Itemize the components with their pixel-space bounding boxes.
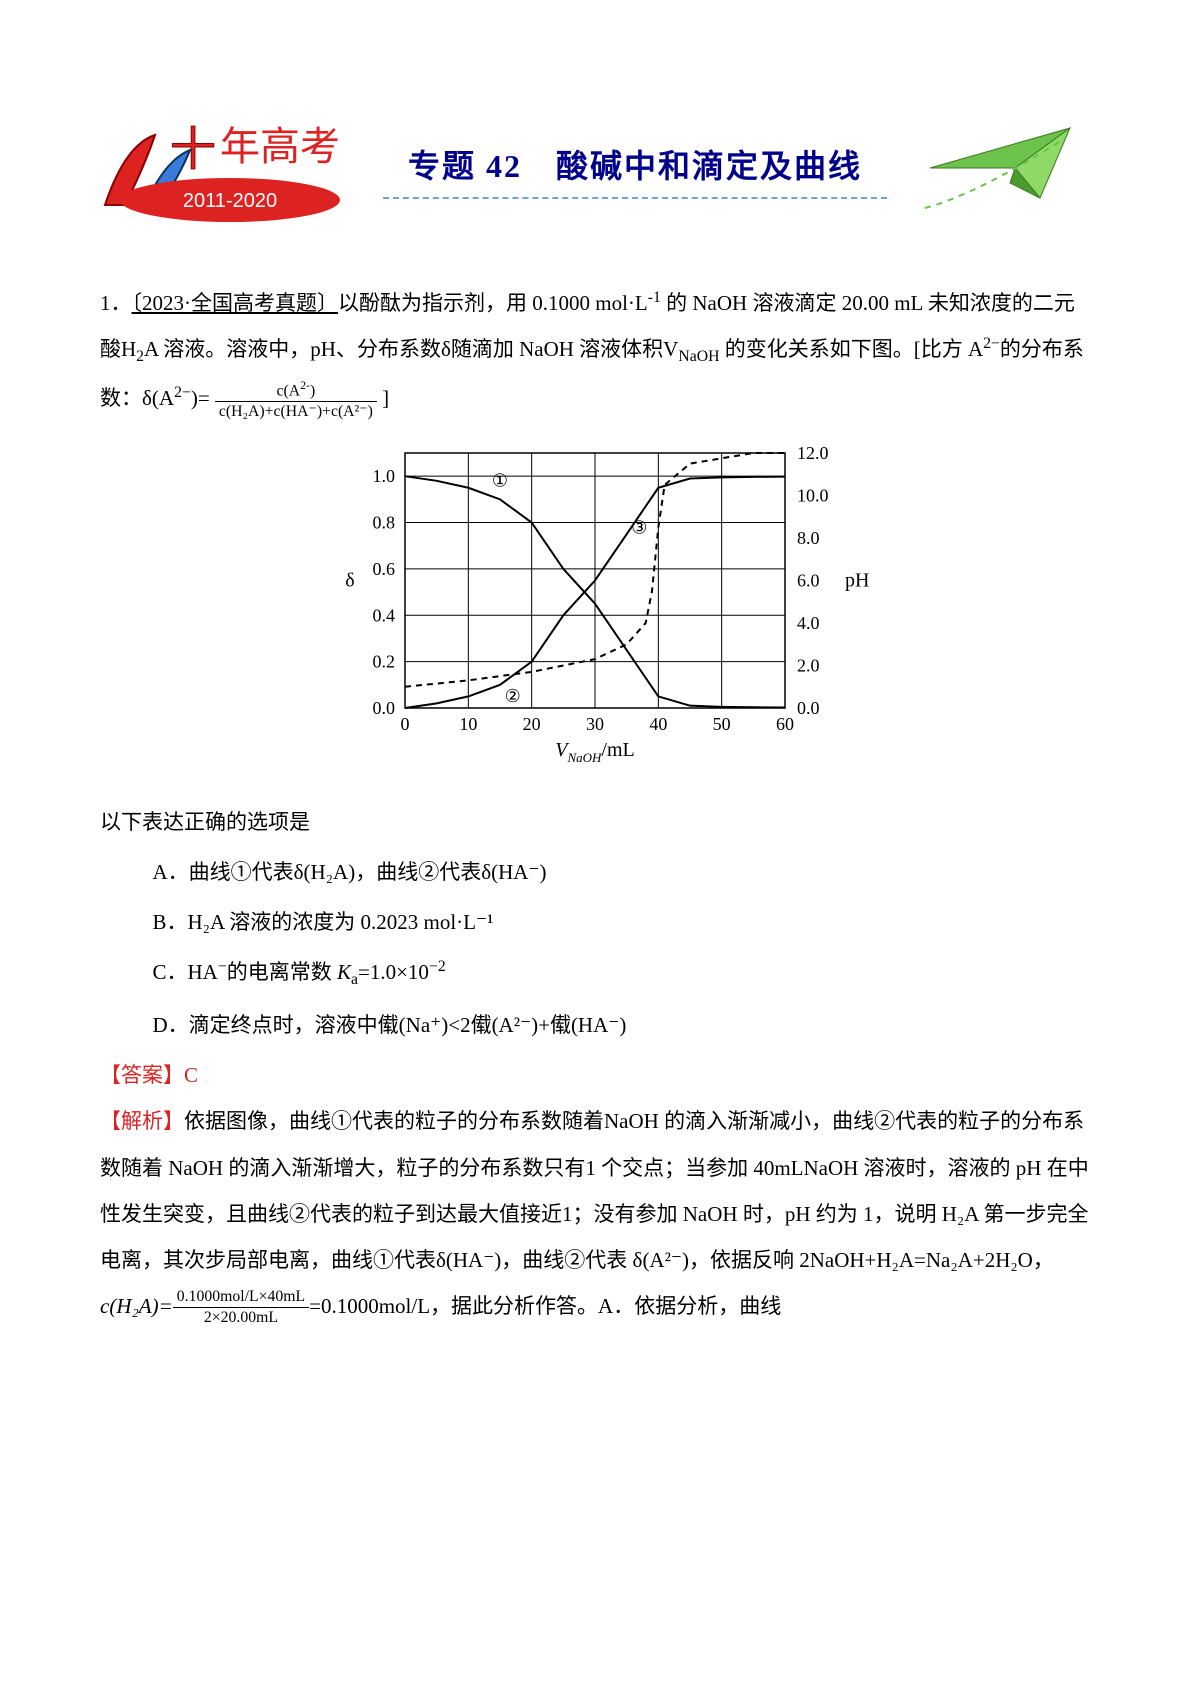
- svg-text:8.0: 8.0: [797, 528, 820, 548]
- analysis-eq-post: =0.1000mol/L，据此分析作答。A．依据分析，曲线: [309, 1294, 781, 1318]
- svg-text:1.0: 1.0: [373, 466, 396, 486]
- fraction: c(A2-) c(H₂A)+c(HA⁻)+c(A²⁻): [215, 378, 377, 423]
- logo-svg: 十 年高考 2011-2020: [100, 110, 360, 230]
- svg-text:60: 60: [776, 714, 794, 734]
- frac-num-sup: 2-: [300, 378, 310, 392]
- answer-value: C: [184, 1063, 198, 1087]
- svg-text:δ: δ: [345, 569, 354, 591]
- answer: 【答案】C: [100, 1052, 1090, 1098]
- question-prompt: 以下表达正确的选项是: [100, 799, 1090, 845]
- stem-text-1: 以酚酞为指示剂，用 0.1000 mol·L: [338, 291, 648, 315]
- frac-num-post: ): [310, 382, 315, 399]
- topic-title: 专题 42 酸碱中和滴定及曲线: [370, 141, 900, 187]
- titration-chart: ①②③01020304050600.00.20.40.60.81.00.02.0…: [315, 433, 875, 763]
- stem-text-3: A 溶液。溶液中，pH、分布系数δ随滴加 NaOH 溶液体积V: [144, 337, 678, 361]
- svg-text:0.8: 0.8: [373, 512, 396, 532]
- svg-text:4.0: 4.0: [797, 613, 820, 633]
- paper-plane-icon: [910, 113, 1090, 228]
- svg-text:pH: pH: [845, 569, 869, 591]
- svg-text:0.2: 0.2: [373, 651, 396, 671]
- svg-text:50: 50: [713, 714, 731, 734]
- stem-sub-2: NaOH: [678, 348, 719, 365]
- answer-label: 【答案】: [100, 1063, 184, 1087]
- svg-text:②: ②: [505, 685, 521, 705]
- chart: ①②③01020304050600.00.20.40.60.81.00.02.0…: [100, 433, 1090, 779]
- svg-text:0.6: 0.6: [373, 558, 396, 578]
- svg-text:10.0: 10.0: [797, 485, 829, 505]
- page: 十 年高考 2011-2020 专题 42 酸碱中和滴定及曲线 1．〔2023·…: [0, 0, 1190, 1389]
- analysis: 【解析】依据图像，曲线①代表的粒子的分布系数随着NaOH 的滴入渐渐减小，曲线②…: [100, 1098, 1090, 1329]
- svg-text:10: 10: [459, 714, 477, 734]
- option-c: C．HA−的电离常数 Ka=1.0×10−2: [153, 949, 1091, 998]
- title-underline: [383, 197, 887, 199]
- analysis-eq-pre: c(H₂A)=: [100, 1294, 173, 1318]
- svg-text:40: 40: [649, 714, 667, 734]
- stem-text-7: ]: [377, 386, 389, 410]
- svg-text:0.0: 0.0: [797, 698, 820, 718]
- analysis-frac-den: 2×20.00mL: [173, 1308, 309, 1328]
- svg-text:0: 0: [401, 714, 410, 734]
- option-b: B．H₂A 溶液的浓度为 0.2023 mol·L⁻¹: [153, 899, 1091, 945]
- svg-text:20: 20: [523, 714, 541, 734]
- svg-text:30: 30: [586, 714, 604, 734]
- content: 1．〔2023·全国高考真题〕以酚酞为指示剂，用 0.1000 mol·L-1 …: [100, 280, 1090, 1329]
- stem-sup-2: 2−: [983, 335, 1000, 352]
- svg-text:2.0: 2.0: [797, 655, 820, 675]
- question-stem: 1．〔2023·全国高考真题〕以酚酞为指示剂，用 0.1000 mol·L-1 …: [100, 280, 1090, 423]
- analysis-text-1: 依据图像，曲线①代表的粒子的分布系数随着NaOH 的滴入渐渐减小，曲线②代表的粒…: [100, 1109, 1089, 1272]
- analysis-label: 【解析】: [100, 1109, 184, 1133]
- svg-text:③: ③: [631, 517, 647, 537]
- question-number: 1．: [100, 291, 132, 315]
- svg-text:12.0: 12.0: [797, 443, 829, 463]
- frac-num-pre: c(A: [277, 382, 301, 399]
- option-a: A．曲线①代表δ(H₂A)，曲线②代表δ(HA⁻): [153, 849, 1091, 895]
- option-d: D．滴定终点时，溶液中傤(Na⁺)<2傤(A²⁻)+傤(HA⁻): [153, 1002, 1091, 1048]
- analysis-frac-num: 0.1000mol/L×40mL: [173, 1288, 309, 1308]
- svg-text:①: ①: [492, 470, 508, 490]
- stem-sup-3: 2−: [174, 384, 191, 401]
- options: A．曲线①代表δ(H₂A)，曲线②代表δ(HA⁻) B．H₂A 溶液的浓度为 0…: [153, 849, 1091, 1048]
- question-source: 〔2023·全国高考真题〕: [132, 291, 339, 315]
- analysis-fraction: 0.1000mol/L×40mL2×20.00mL: [173, 1288, 309, 1328]
- stem-text-6: )=: [191, 386, 215, 410]
- title-box: 专题 42 酸碱中和滴定及曲线: [370, 141, 900, 199]
- frac-den: c(H₂A)+c(HA⁻)+c(A²⁻): [215, 402, 377, 422]
- stem-text-4: 的变化关系如下图。[比方 A: [719, 337, 983, 361]
- header: 十 年高考 2011-2020 专题 42 酸碱中和滴定及曲线: [100, 110, 1090, 230]
- svg-text:VNaOH/mL: VNaOH/mL: [555, 739, 635, 763]
- svg-text:2011-2020: 2011-2020: [183, 190, 277, 212]
- logo: 十 年高考 2011-2020: [100, 110, 360, 230]
- svg-text:年高考: 年高考: [220, 124, 340, 169]
- svg-text:0.4: 0.4: [373, 605, 396, 625]
- stem-sup-1: -1: [648, 289, 661, 306]
- svg-text:0.0: 0.0: [373, 698, 396, 718]
- stem-sub-1: 2: [136, 348, 144, 365]
- svg-text:6.0: 6.0: [797, 570, 820, 590]
- svg-text:十: 十: [170, 124, 216, 175]
